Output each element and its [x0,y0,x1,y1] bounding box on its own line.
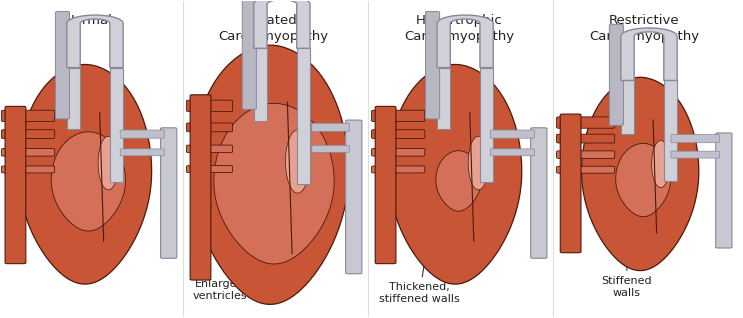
Polygon shape [621,28,677,80]
FancyBboxPatch shape [1,110,55,121]
Polygon shape [437,15,493,68]
Polygon shape [67,15,123,68]
FancyBboxPatch shape [426,11,440,119]
FancyBboxPatch shape [671,151,719,158]
Polygon shape [192,45,348,304]
FancyBboxPatch shape [557,166,614,173]
Polygon shape [19,65,152,284]
Text: Restrictive
Cardiomyopathy: Restrictive Cardiomyopathy [589,14,699,43]
Text: Stiffened
walls: Stiffened walls [602,231,652,298]
FancyBboxPatch shape [254,48,267,121]
Polygon shape [51,132,126,231]
Polygon shape [214,103,334,264]
FancyBboxPatch shape [372,149,425,156]
Polygon shape [98,136,119,190]
FancyBboxPatch shape [120,149,164,156]
FancyBboxPatch shape [186,166,233,173]
Polygon shape [254,0,310,48]
FancyBboxPatch shape [663,80,677,181]
FancyBboxPatch shape [557,151,614,158]
FancyBboxPatch shape [186,123,233,132]
FancyBboxPatch shape [621,80,635,134]
FancyBboxPatch shape [67,68,80,129]
FancyBboxPatch shape [1,149,55,156]
FancyBboxPatch shape [160,128,177,258]
Text: Hypertrophic
Cardiomyopathy: Hypertrophic Cardiomyopathy [403,14,514,43]
FancyBboxPatch shape [312,123,349,131]
FancyBboxPatch shape [437,68,450,129]
FancyBboxPatch shape [5,106,26,264]
Polygon shape [616,143,671,217]
FancyBboxPatch shape [557,134,614,143]
Polygon shape [436,151,481,211]
FancyBboxPatch shape [609,24,623,125]
Polygon shape [389,65,522,284]
FancyBboxPatch shape [372,110,425,121]
Text: Thickened,
stiffened walls: Thickened, stiffened walls [379,250,460,304]
FancyBboxPatch shape [480,68,493,182]
FancyBboxPatch shape [490,149,534,156]
FancyBboxPatch shape [671,135,719,143]
FancyBboxPatch shape [345,120,362,274]
Polygon shape [582,77,699,271]
FancyBboxPatch shape [186,145,233,153]
FancyBboxPatch shape [560,114,581,253]
FancyBboxPatch shape [1,166,55,173]
FancyBboxPatch shape [716,133,732,248]
FancyBboxPatch shape [190,95,211,280]
FancyBboxPatch shape [186,100,233,112]
FancyBboxPatch shape [56,11,70,119]
FancyBboxPatch shape [120,130,164,138]
FancyBboxPatch shape [1,130,55,139]
FancyBboxPatch shape [531,128,547,258]
Polygon shape [285,130,310,193]
FancyBboxPatch shape [296,48,310,184]
FancyBboxPatch shape [557,117,614,128]
Polygon shape [652,141,669,188]
FancyBboxPatch shape [312,145,349,152]
Polygon shape [468,136,489,190]
FancyBboxPatch shape [110,68,123,182]
Text: Normal: Normal [65,14,113,27]
FancyBboxPatch shape [372,130,425,139]
FancyBboxPatch shape [372,166,425,173]
FancyBboxPatch shape [242,0,256,109]
FancyBboxPatch shape [375,106,396,264]
FancyBboxPatch shape [490,130,534,138]
Text: Enlarged
ventricles: Enlarged ventricles [192,249,251,301]
Text: Dilated
Cardiomyopathy: Dilated Cardiomyopathy [218,14,329,43]
